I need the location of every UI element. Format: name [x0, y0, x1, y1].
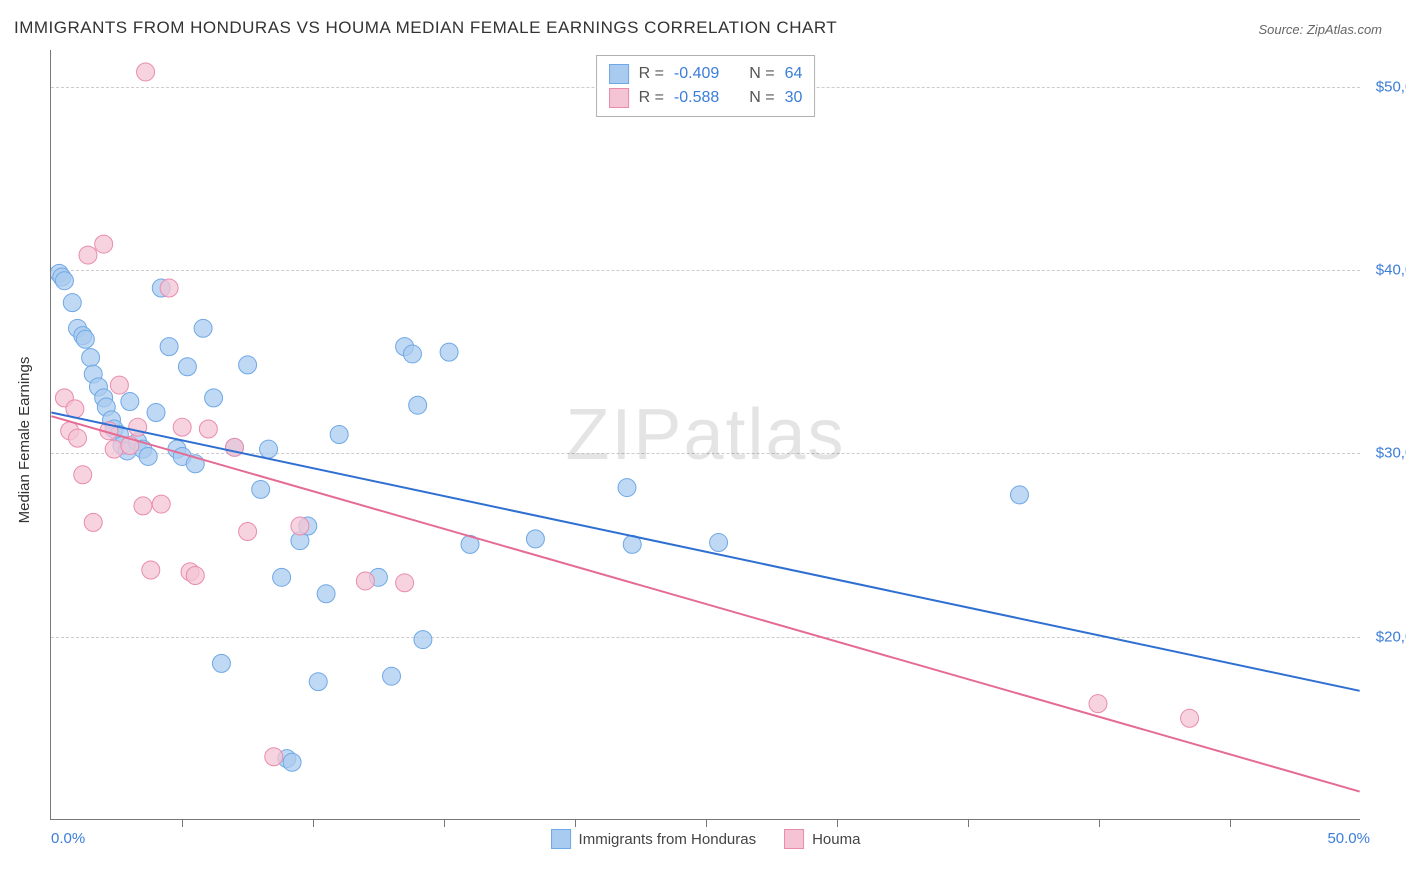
data-point [142, 561, 160, 579]
data-point [252, 480, 270, 498]
x-tick [575, 819, 576, 827]
y-tick-label: $30,000 [1370, 445, 1406, 462]
data-point [105, 440, 123, 458]
data-point [260, 440, 278, 458]
x-tick [313, 819, 314, 827]
legend-correlation-row: R = -0.588 N = 30 [609, 86, 803, 110]
x-tick [1230, 819, 1231, 827]
legend-correlation-box: R = -0.409 N = 64 R = -0.588 N = 30 [596, 55, 816, 117]
legend-series-label: Houma [812, 831, 860, 848]
data-point [283, 753, 301, 771]
r-value: -0.588 [674, 89, 719, 107]
legend-swatch [551, 829, 571, 849]
legend-swatch [784, 829, 804, 849]
data-point [1181, 709, 1199, 727]
data-point [414, 631, 432, 649]
data-point [205, 389, 223, 407]
data-point [173, 418, 191, 436]
n-label: N = [749, 65, 774, 83]
data-point [1089, 695, 1107, 713]
data-point [383, 667, 401, 685]
trend-line [51, 416, 1359, 791]
data-point [134, 497, 152, 515]
data-point [76, 330, 94, 348]
data-point [291, 517, 309, 535]
x-axis-start-label: 0.0% [51, 830, 85, 847]
data-point [403, 345, 421, 363]
data-point [239, 356, 257, 374]
data-point [199, 420, 217, 438]
data-point [69, 429, 87, 447]
x-tick [182, 819, 183, 827]
data-point [330, 426, 348, 444]
data-point [526, 530, 544, 548]
x-tick [968, 819, 969, 827]
x-tick [837, 819, 838, 827]
x-tick [706, 819, 707, 827]
data-point [309, 673, 327, 691]
data-point [139, 447, 157, 465]
trend-line [51, 413, 1359, 691]
data-point [147, 404, 165, 422]
legend-series-label: Immigrants from Honduras [579, 831, 757, 848]
r-value: -0.409 [674, 65, 719, 83]
y-tick-label: $40,000 [1370, 262, 1406, 279]
data-point [212, 654, 230, 672]
data-point [396, 574, 414, 592]
data-point [79, 246, 97, 264]
data-point [160, 279, 178, 297]
scatter-plot [51, 50, 1360, 819]
data-point [63, 294, 81, 312]
data-point [440, 343, 458, 361]
data-point [618, 479, 636, 497]
data-point [160, 338, 178, 356]
legend-swatch [609, 64, 629, 84]
legend-series-item: Houma [784, 829, 860, 849]
data-point [129, 418, 147, 436]
data-point [74, 466, 92, 484]
x-axis-end-label: 50.0% [1327, 830, 1370, 847]
r-label: R = [639, 89, 664, 107]
data-point [239, 523, 257, 541]
legend-series: Immigrants from Honduras Houma [551, 829, 861, 849]
data-point [186, 566, 204, 584]
data-point [137, 63, 155, 81]
n-label: N = [749, 89, 774, 107]
chart-title: IMMIGRANTS FROM HONDURAS VS HOUMA MEDIAN… [14, 18, 837, 38]
data-point [152, 495, 170, 513]
y-axis-label: Median Female Earnings [16, 357, 33, 524]
data-point [84, 513, 102, 531]
y-tick-label: $20,000 [1370, 628, 1406, 645]
data-point [317, 585, 335, 603]
data-point [95, 235, 113, 253]
data-point [121, 393, 139, 411]
data-point [110, 376, 128, 394]
legend-series-item: Immigrants from Honduras [551, 829, 757, 849]
n-value: 64 [785, 65, 803, 83]
data-point [356, 572, 374, 590]
x-tick [444, 819, 445, 827]
data-point [273, 568, 291, 586]
legend-swatch [609, 88, 629, 108]
data-point [710, 534, 728, 552]
data-point [55, 272, 73, 290]
legend-correlation-row: R = -0.409 N = 64 [609, 62, 803, 86]
x-tick [1099, 819, 1100, 827]
data-point [194, 319, 212, 337]
data-point [82, 349, 100, 367]
data-point [1011, 486, 1029, 504]
source-label: Source: ZipAtlas.com [1258, 22, 1382, 37]
data-point [66, 400, 84, 418]
data-point [409, 396, 427, 414]
y-tick-label: $50,000 [1370, 78, 1406, 95]
r-label: R = [639, 65, 664, 83]
chart-area: ZIPatlas R = -0.409 N = 64 R = -0.588 N … [50, 50, 1360, 820]
n-value: 30 [785, 89, 803, 107]
data-point [178, 358, 196, 376]
data-point [265, 748, 283, 766]
